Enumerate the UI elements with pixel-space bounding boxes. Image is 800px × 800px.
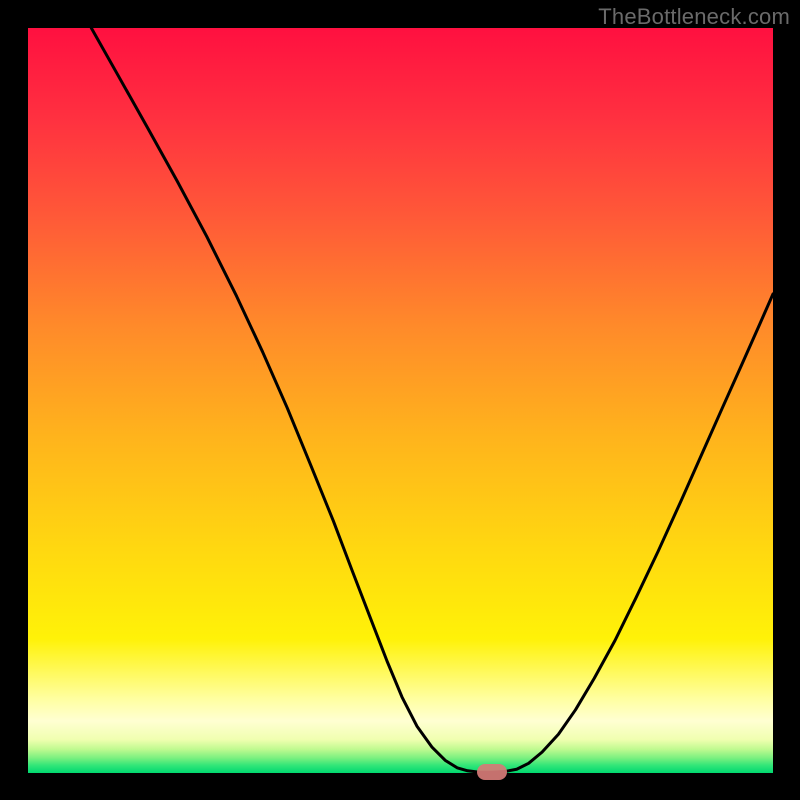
chart-plot-area	[28, 28, 773, 773]
chart-background	[28, 28, 773, 773]
chart-svg	[28, 28, 773, 773]
watermark-text: TheBottleneck.com	[598, 4, 790, 30]
optimal-point-marker	[477, 764, 507, 780]
